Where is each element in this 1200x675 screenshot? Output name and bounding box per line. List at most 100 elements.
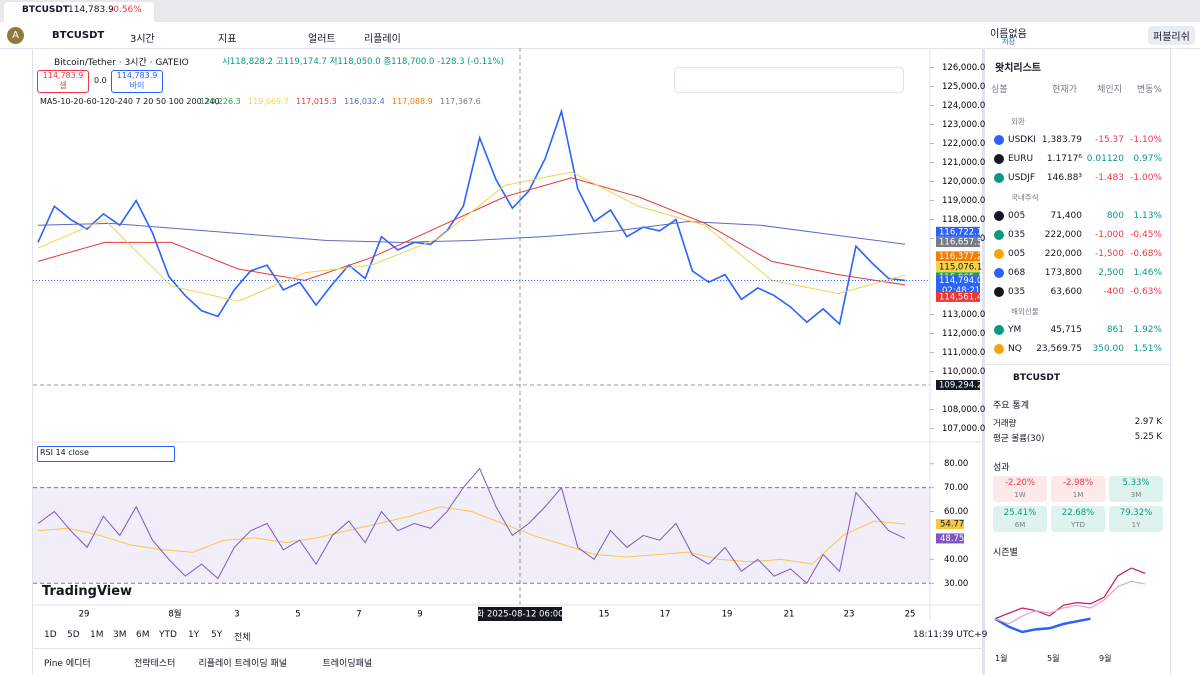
range-button[interactable]: 3M (113, 630, 127, 640)
indicators[interactable]: 지표 (218, 34, 237, 45)
x-tick-label: 19 (722, 610, 733, 620)
symbol-search[interactable]: BTCUSDT (52, 30, 105, 41)
range-button[interactable]: 6M (136, 630, 150, 640)
stat-label: 거래량 (993, 419, 1017, 429)
price-label: 109,294.2 (939, 380, 982, 390)
group-header[interactable]: 해외선물 (1011, 307, 1039, 316)
range-button[interactable]: 5Y (211, 630, 223, 640)
price-label: 116,377.2 (939, 252, 982, 262)
row-change: -1.483 (1094, 173, 1124, 183)
y-tick-label: 125,000.0 (942, 82, 985, 92)
season-month: 9월 (1099, 654, 1112, 663)
symbol-icon (994, 154, 1004, 164)
sell-label: 셀 (59, 81, 67, 90)
season-month: 1월 (995, 654, 1008, 663)
layout-name[interactable]: 이름없음 (990, 29, 1027, 40)
row-symbol[interactable]: 068 (1008, 268, 1026, 278)
range-button[interactable]: YTD (159, 630, 177, 640)
drawing-toolbar (674, 67, 904, 93)
row-percent: 1.46% (1133, 268, 1162, 278)
x-tick-label: 15 (599, 610, 610, 620)
avatar[interactable]: A (7, 27, 24, 44)
group-header[interactable]: 외환 (1011, 117, 1025, 126)
y-tick-label: 118,000.0 (942, 215, 985, 225)
row-price: 63,600 (1050, 287, 1083, 297)
row-price: 222,000 (1044, 230, 1082, 240)
legend-symbol: Bitcoin/Tether · 3시간 · GATEIO (54, 58, 189, 68)
row-symbol[interactable]: 035 (1008, 230, 1026, 240)
perf-period: 3M (1130, 491, 1142, 499)
tab-price: 114,783.9 (68, 5, 114, 15)
line-series (37, 220, 906, 245)
row-symbol[interactable]: 005 (1008, 211, 1026, 221)
row-price: 1.1717⁶ (1046, 154, 1082, 164)
price-label-bg (936, 379, 980, 390)
row-price: 220,000 (1044, 249, 1082, 259)
season-title: 시즌별 (993, 548, 1018, 558)
bottom-tab[interactable]: Pine 에디터 (44, 659, 91, 669)
rsi-value-label: 48.75 (940, 534, 964, 544)
perf-value: 25.41% (1003, 508, 1037, 518)
tab[interactable] (4, 2, 154, 22)
rsi-title: RSI 14 close (40, 448, 89, 457)
group-header[interactable]: 국내주식 (1011, 193, 1039, 202)
perf-value: -2.20% (1004, 478, 1036, 488)
symbol-icon (994, 249, 1004, 259)
details: BTCUSDT 주요 통계 거래량 2.97 K 평균 볼륨(30) 5.25 K 성과 -2… (985, 365, 1170, 675)
row-symbol[interactable]: USDJF (1008, 173, 1036, 183)
rsi-tick-label: 40.00 (944, 555, 968, 565)
range-button[interactable]: 1D (44, 630, 57, 640)
y-tick-label: 119,000.0 (942, 196, 985, 206)
details-symbol[interactable]: BTCUSDT (1013, 373, 1061, 383)
range-button[interactable]: 전체 (234, 633, 251, 643)
perf-tile (1051, 476, 1105, 502)
row-symbol[interactable]: USDKI (1008, 135, 1036, 145)
range-button[interactable]: 5D (67, 630, 80, 640)
bottom-tab[interactable]: 트레이딩패널 (322, 659, 373, 669)
left-toolbar (0, 48, 33, 675)
price-label: 114,794.0 (939, 276, 982, 286)
perf-tile (993, 476, 1047, 502)
season-line (994, 580, 1146, 625)
row-symbol[interactable]: NQ (1008, 344, 1022, 354)
perf-value: 79.32% (1119, 508, 1153, 518)
y-tick-label: 111,000.0 (942, 348, 985, 358)
row-symbol[interactable]: 035 (1008, 287, 1026, 297)
x-tick-label: 7 (356, 610, 361, 620)
buy-price: 114,783.9 (116, 71, 158, 80)
perf-tile (993, 506, 1047, 532)
row-symbol[interactable]: 005 (1008, 249, 1026, 259)
right-iconbar (1170, 48, 1200, 675)
sell-button[interactable]: 114,783.9 셀 (37, 70, 89, 93)
line-series (37, 177, 906, 286)
bottom-tab[interactable]: 리플레이 트레이딩 패널 (198, 659, 288, 669)
range-button[interactable]: 1M (90, 630, 104, 640)
ma-value: 119,669.7 (248, 97, 289, 106)
price-label-bg (936, 262, 980, 273)
rsi-value-bg (936, 519, 964, 530)
publish-button[interactable]: 퍼블리쉬 (1148, 26, 1195, 45)
alerts[interactable]: 얼러트 (308, 34, 336, 45)
range-button[interactable]: 1Y (188, 630, 200, 640)
bottom-tab[interactable]: 전략테스터 (134, 659, 176, 669)
y-tick-label: 122,000.0 (942, 139, 985, 149)
watchlist-title[interactable]: 왓치리스트 (995, 63, 1041, 74)
stats-title: 주요 통계 (993, 401, 1029, 411)
bottom-bar (33, 648, 982, 675)
perf-period: 1W (1014, 491, 1026, 499)
rsi-tick-label: 60.00 (944, 507, 968, 517)
replay[interactable]: 리플레이 (364, 34, 401, 45)
column-header: 체인지 (1097, 85, 1122, 95)
column-header: 변동% (1136, 85, 1162, 95)
row-symbol[interactable]: EURU (1008, 154, 1034, 164)
buy-button[interactable]: 114,783.9 바이 (111, 70, 163, 93)
y-tick-label: 121,000.0 (942, 158, 985, 168)
logo: TradingView (42, 584, 133, 599)
row-change: 800 (1106, 211, 1124, 221)
interval[interactable]: 3시간 (130, 34, 155, 45)
x-tick-label: 17 (660, 610, 671, 620)
tab-title: BTCUSDT (22, 5, 70, 15)
row-symbol[interactable]: YM (1008, 325, 1022, 335)
stat-value: 5.25 K (1134, 432, 1162, 442)
